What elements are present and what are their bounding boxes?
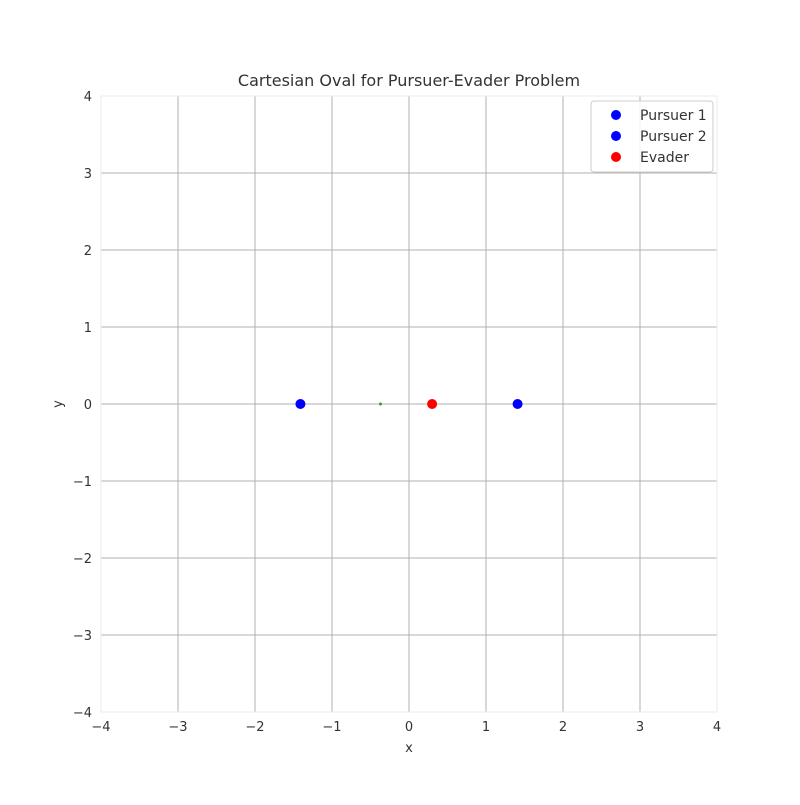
x-tick-labels: −4 −3 −2 −1 0 1 2 3 4 [91, 720, 721, 735]
x-tick-label: 4 [713, 720, 721, 735]
y-tick-label: 2 [84, 244, 92, 259]
x-axis-title: x [405, 741, 413, 756]
legend-marker-evader [611, 152, 621, 162]
x-tick-label: −4 [91, 720, 110, 735]
legend-frame [590, 100, 714, 173]
grid [100, 95, 718, 713]
chart-title: Cartesian Oval for Pursuer-Evader Proble… [238, 71, 580, 90]
oval-point-marker [379, 402, 383, 406]
x-tick-label: 0 [405, 720, 413, 735]
legend-label-pursuer-2: Pursuer 2 [640, 129, 707, 145]
legend-label-evader: Evader [640, 150, 689, 166]
plot-area-border [100, 95, 718, 713]
pursuer-1-point [295, 399, 306, 409]
y-tick-label: 1 [84, 321, 92, 336]
x-tick-label: −1 [322, 720, 341, 735]
legend-marker-pursuer-2 [611, 131, 621, 141]
y-tick-label: −1 [73, 475, 92, 490]
y-tick-label: −4 [73, 706, 92, 721]
plot-frame [100, 95, 718, 713]
y-axis-title: y [51, 400, 66, 408]
x-tick-label: −2 [245, 720, 264, 735]
pursuer-2-point [512, 399, 523, 409]
x-tick-label: −3 [168, 720, 187, 735]
x-tick-label: 1 [482, 720, 490, 735]
evader-point [427, 399, 438, 409]
x-tick-label: 2 [559, 720, 567, 735]
y-tick-labels: −4 −3 −2 −1 0 1 2 3 4 [73, 90, 92, 721]
legend-label-pursuer-1: Pursuer 1 [640, 108, 707, 124]
legend-marker-pursuer-1 [611, 110, 621, 120]
y-tick-label: 3 [84, 167, 92, 182]
x-tick-label: 3 [636, 720, 644, 735]
data-marks [295, 399, 523, 409]
y-tick-label: 4 [84, 90, 92, 105]
y-tick-label: −2 [73, 552, 92, 567]
y-tick-label: 0 [84, 398, 92, 413]
y-tick-label: −3 [73, 629, 92, 644]
legend: Pursuer 1 Pursuer 2 Evader [590, 100, 714, 173]
